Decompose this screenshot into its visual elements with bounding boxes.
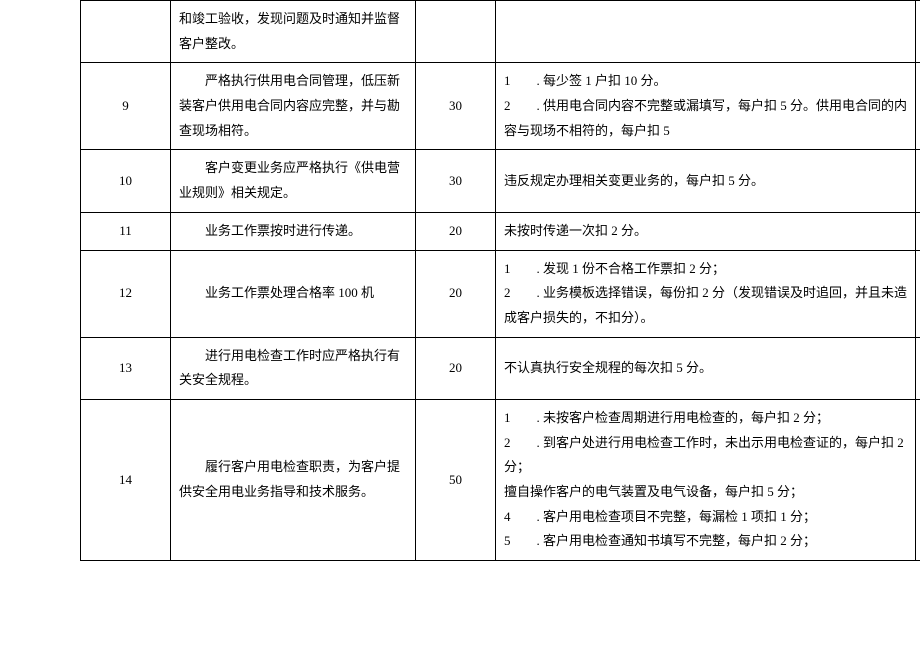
table-row: 和竣工验收，发现问题及时通知并监督客户整改。 bbox=[81, 1, 920, 63]
row-seq: 11 bbox=[81, 212, 171, 250]
row-seq: 12 bbox=[81, 250, 171, 337]
row-rule: 未按时传递一次扣 2 分。 bbox=[496, 212, 916, 250]
row-desc: 客户变更业务应严格执行《供电营业规则》相关规定。 bbox=[171, 150, 416, 212]
row-rule: 1 . 未按客户检查周期进行用电检查的，每户扣 2 分；2 . 到客户处进行用电… bbox=[496, 399, 916, 560]
row-score bbox=[416, 1, 496, 63]
row-rule: 不认真执行安全规程的每次扣 5 分。 bbox=[496, 337, 916, 399]
row-extra bbox=[916, 63, 920, 150]
row-desc: 严格执行供用电合同管理，低压新装客户供用电合同内容应完整，并与勘查现场相符。 bbox=[171, 63, 416, 150]
row-seq bbox=[81, 1, 171, 63]
row-score: 30 bbox=[416, 150, 496, 212]
row-rule bbox=[496, 1, 916, 63]
table-row: 10 客户变更业务应严格执行《供电营业规则》相关规定。30违反规定办理相关变更业… bbox=[81, 150, 920, 212]
row-seq: 9 bbox=[81, 63, 171, 150]
row-score: 30 bbox=[416, 63, 496, 150]
row-score: 50 bbox=[416, 399, 496, 560]
row-desc: 业务工作票按时进行传递。 bbox=[171, 212, 416, 250]
row-rule: 1 . 每少签 1 户扣 10 分。2 . 供用电合同内容不完整或漏填写，每户扣… bbox=[496, 63, 916, 150]
regulation-table: 和竣工验收，发现问题及时通知并监督客户整改。9 严格执行供用电合同管理，低压新装… bbox=[80, 0, 920, 561]
row-score: 20 bbox=[416, 337, 496, 399]
table-body: 和竣工验收，发现问题及时通知并监督客户整改。9 严格执行供用电合同管理，低压新装… bbox=[81, 1, 920, 561]
table-row: 14 履行客户用电检查职责，为客户提供安全用电业务指导和技术服务。501 . 未… bbox=[81, 399, 920, 560]
row-seq: 13 bbox=[81, 337, 171, 399]
table-row: 9 严格执行供用电合同管理，低压新装客户供用电合同内容应完整，并与勘查现场相符。… bbox=[81, 63, 920, 150]
row-extra bbox=[916, 250, 920, 337]
row-desc: 履行客户用电检查职责，为客户提供安全用电业务指导和技术服务。 bbox=[171, 399, 416, 560]
row-score: 20 bbox=[416, 250, 496, 337]
row-desc: 进行用电检查工作时应严格执行有关安全规程。 bbox=[171, 337, 416, 399]
row-score: 20 bbox=[416, 212, 496, 250]
table-row: 11 业务工作票按时进行传递。20未按时传递一次扣 2 分。 bbox=[81, 212, 920, 250]
row-extra bbox=[916, 399, 920, 560]
row-extra bbox=[916, 150, 920, 212]
row-desc: 业务工作票处理合格率 100 机 bbox=[171, 250, 416, 337]
row-rule: 违反规定办理相关变更业务的，每户扣 5 分。 bbox=[496, 150, 916, 212]
row-desc: 和竣工验收，发现问题及时通知并监督客户整改。 bbox=[171, 1, 416, 63]
table-row: 13 进行用电检查工作时应严格执行有关安全规程。20不认真执行安全规程的每次扣 … bbox=[81, 337, 920, 399]
table-row: 12 业务工作票处理合格率 100 机201 . 发现 1 份不合格工作票扣 2… bbox=[81, 250, 920, 337]
row-extra bbox=[916, 337, 920, 399]
row-seq: 14 bbox=[81, 399, 171, 560]
row-extra bbox=[916, 212, 920, 250]
row-seq: 10 bbox=[81, 150, 171, 212]
document-body: 和竣工验收，发现问题及时通知并监督客户整改。9 严格执行供用电合同管理，低压新装… bbox=[0, 0, 920, 561]
row-extra bbox=[916, 1, 920, 63]
row-rule: 1 . 发现 1 份不合格工作票扣 2 分；2 . 业务模板选择错误，每份扣 2… bbox=[496, 250, 916, 337]
